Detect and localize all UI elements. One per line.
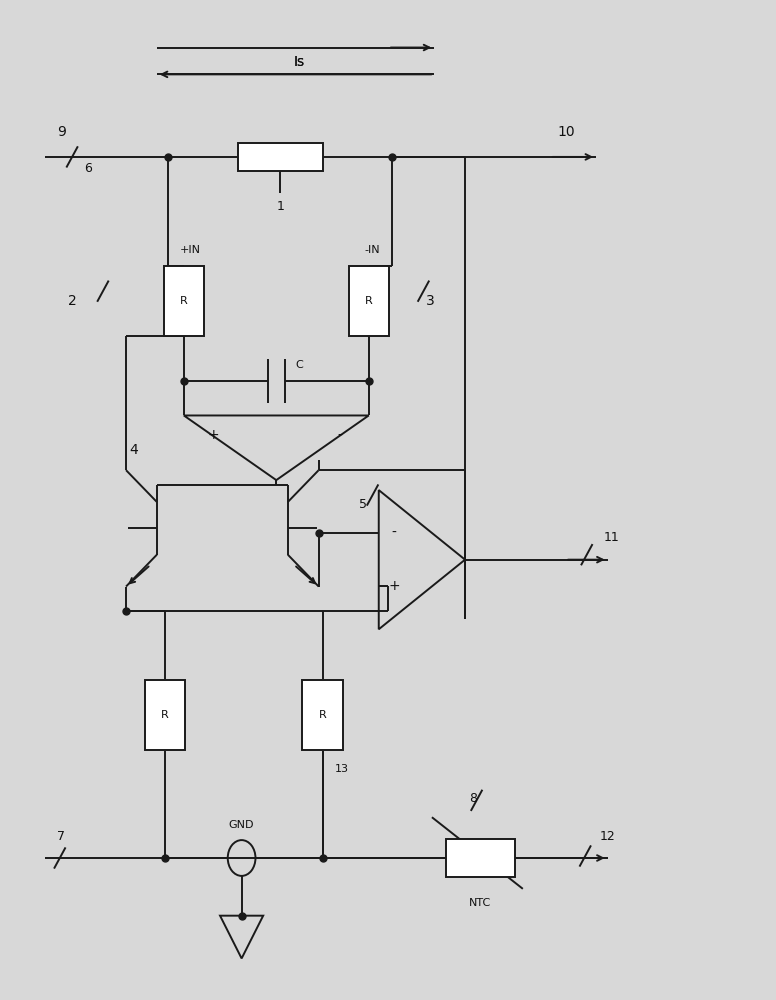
Text: 4: 4 bbox=[130, 443, 138, 457]
Text: Is: Is bbox=[294, 55, 305, 69]
Text: R: R bbox=[319, 710, 327, 720]
Text: 8: 8 bbox=[469, 792, 476, 805]
Bar bbox=[164, 266, 204, 336]
Text: 1: 1 bbox=[276, 200, 284, 213]
Text: GND: GND bbox=[229, 820, 255, 830]
Text: 5: 5 bbox=[359, 498, 367, 511]
Text: 2: 2 bbox=[68, 294, 77, 308]
Text: 9: 9 bbox=[57, 125, 66, 139]
Text: 11: 11 bbox=[604, 531, 619, 544]
Text: R: R bbox=[180, 296, 188, 306]
Text: 3: 3 bbox=[425, 294, 435, 308]
Bar bbox=[144, 680, 185, 750]
Text: -: - bbox=[392, 526, 397, 540]
Text: 12: 12 bbox=[600, 830, 615, 843]
Text: R: R bbox=[161, 710, 168, 720]
Text: +: + bbox=[207, 428, 219, 442]
Text: -IN: -IN bbox=[365, 245, 380, 255]
Text: -: - bbox=[337, 428, 342, 442]
Text: +: + bbox=[388, 579, 400, 593]
Bar bbox=[445, 839, 515, 877]
Bar bbox=[303, 680, 342, 750]
Text: 13: 13 bbox=[334, 764, 348, 774]
Bar bbox=[237, 143, 323, 171]
Text: 7: 7 bbox=[57, 830, 64, 843]
Text: R: R bbox=[365, 296, 372, 306]
Text: 6: 6 bbox=[84, 162, 92, 175]
Text: +IN: +IN bbox=[180, 245, 201, 255]
Bar bbox=[348, 266, 389, 336]
Text: C: C bbox=[296, 360, 303, 370]
Text: 10: 10 bbox=[557, 125, 575, 139]
Text: NTC: NTC bbox=[469, 898, 491, 908]
Text: Is: Is bbox=[294, 55, 305, 69]
